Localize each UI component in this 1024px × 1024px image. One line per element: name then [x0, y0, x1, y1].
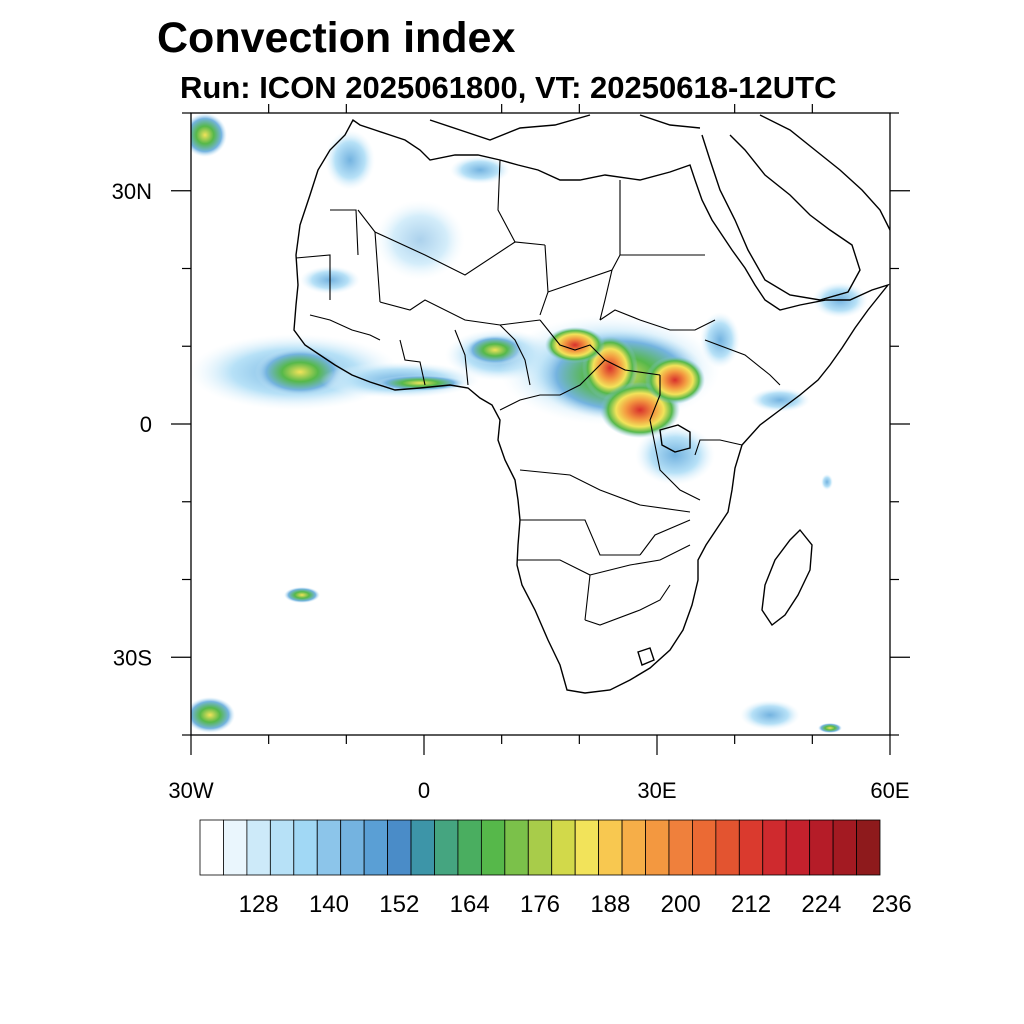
colorbar-swatch [387, 819, 412, 876]
colorbar-swatch [809, 819, 834, 876]
colorbar-swatch [223, 819, 248, 876]
colorbar-swatch [645, 819, 670, 876]
colorbar-label: 140 [309, 891, 349, 918]
x-tick-label: 30E [637, 778, 676, 803]
colorbar-swatch [457, 819, 482, 876]
colorbar-swatch [504, 819, 529, 876]
colorbar-swatch [856, 819, 881, 876]
colorbar-swatch [574, 819, 600, 876]
coastlines [293, 114, 890, 694]
colorbar-swatch [598, 819, 623, 876]
colorbar-swatch [480, 819, 506, 876]
axis-ticks [171, 104, 910, 755]
x-tick-label: 30W [168, 778, 213, 803]
colorbar-swatch [293, 819, 318, 876]
colorbar-swatch [738, 819, 764, 876]
colorbar-swatch [785, 819, 811, 876]
colorbar-swatch [527, 819, 553, 876]
colorbar-swatch [832, 819, 857, 876]
colorbar-swatch [434, 819, 459, 876]
colorbar-label: 212 [731, 891, 771, 918]
colorbar-swatch [269, 819, 295, 876]
colorbar-swatch [692, 819, 717, 876]
colorbar-label: 188 [590, 891, 630, 918]
map-title: Convection index [157, 14, 516, 62]
x-tick-label: 60E [870, 778, 909, 803]
colorbar-label: 224 [801, 891, 841, 918]
axis-tick-labels: 30W 0 30E 60E 30N 0 30S [112, 179, 910, 803]
colorbar-swatch [621, 819, 646, 876]
x-tick-label: 0 [418, 778, 430, 803]
colorbar-swatch [715, 819, 740, 876]
colorbar-swatch [340, 819, 365, 876]
colorbar-label: 128 [239, 891, 279, 918]
colorbar-swatch [199, 819, 224, 876]
colorbar-label: 236 [872, 891, 912, 918]
colorbar-swatch [551, 819, 576, 876]
colorbar-label: 200 [661, 891, 701, 918]
colorbar-label: 164 [450, 891, 490, 918]
colorbar: 128 140 152 164 176 188 200 212 224 236 [199, 819, 912, 918]
y-tick-label: 0 [140, 412, 152, 437]
country-borders [295, 159, 781, 626]
colorbar-label: 152 [379, 891, 419, 918]
colorbar-swatch [668, 819, 693, 876]
colorbar-swatch [363, 819, 388, 876]
map-frame [190, 112, 891, 736]
colorbar-swatch [246, 819, 271, 876]
y-tick-label: 30N [112, 179, 152, 204]
y-tick-label: 30S [113, 645, 152, 670]
colorbar-label: 176 [520, 891, 560, 918]
map-subtitle: Run: ICON 2025061800, VT: 20250618-12UTC [180, 70, 837, 105]
colorbar-swatch [410, 819, 435, 876]
convection-field [191, 113, 868, 733]
colorbar-swatch [762, 819, 787, 876]
colorbar-swatch [316, 819, 342, 876]
